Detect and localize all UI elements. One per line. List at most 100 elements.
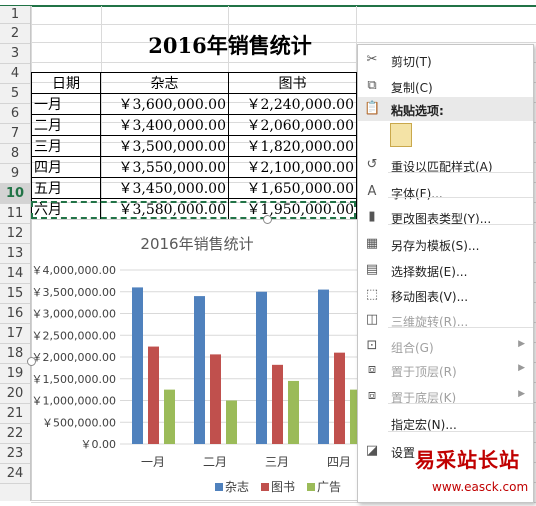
- send-back-icon: ⧈: [367, 388, 377, 403]
- cell-magazine[interactable]: ￥3,580,000.00: [100, 198, 229, 220]
- menu-separator: [388, 172, 533, 173]
- row-header-19[interactable]: 19: [0, 364, 30, 384]
- menu-item-settings[interactable]: ◪ 设置: [358, 439, 533, 463]
- menu-item-copy[interactable]: ⧉ 复制(C): [358, 74, 533, 98]
- row-headers: 1 2 3 4 5 6 7 8 9 10 11 12 13 14 15 16 17 18 19 20 21 22 23 24: [0, 6, 31, 501]
- menu-item-font[interactable]: A 字体(F)...: [358, 180, 533, 204]
- chart-svg[interactable]: 2016年销售统计 ￥4,000,000.00 ￥3,500,000.00 ￥3,00…: [32, 220, 362, 502]
- cell-month[interactable]: 一月: [31, 93, 101, 115]
- row-header-13[interactable]: 13: [0, 244, 30, 264]
- cell-month[interactable]: 三月: [31, 135, 101, 157]
- bring-front-icon: ⧈: [367, 362, 377, 377]
- paste-keep-formatting-icon[interactable]: [390, 123, 412, 147]
- bar-图书: [272, 364, 283, 444]
- cell-books[interactable]: ￥2,240,000.00: [228, 93, 357, 115]
- row-header-20[interactable]: 20: [0, 384, 30, 404]
- menu-item-template[interactable]: ▦ 另存为模板(S)...: [358, 232, 533, 256]
- row-header-10[interactable]: 10: [0, 184, 30, 204]
- row-header-7[interactable]: 7: [0, 124, 30, 144]
- menu-item-rotate-3d[interactable]: ◫ 三维旋转(R)...: [358, 308, 533, 332]
- cell-books[interactable]: ￥2,100,000.00: [228, 156, 357, 178]
- template-icon: ▦: [365, 236, 379, 251]
- menu-item-label: 更改图表类型(Y)...: [391, 212, 492, 226]
- grid-row-line: [31, 24, 536, 25]
- menu-item-macro[interactable]: 指定宏(N)...: [358, 411, 533, 435]
- macro-icon: [364, 415, 380, 431]
- y-tick-label: ￥0.00: [81, 438, 117, 451]
- row-header-18[interactable]: 18: [0, 344, 30, 364]
- cell-magazine[interactable]: ￥3,400,000.00: [100, 114, 229, 136]
- move-chart-icon: ⬚: [365, 287, 379, 302]
- row-header-15[interactable]: 15: [0, 284, 30, 304]
- chart-title: 2016年销售统计: [140, 235, 253, 253]
- header-books[interactable]: 图书: [228, 72, 357, 94]
- row-header-22[interactable]: 22: [0, 424, 30, 444]
- cell-month[interactable]: 五月: [31, 177, 101, 199]
- cell-books[interactable]: ￥2,060,000.00: [228, 114, 357, 136]
- row-header-6[interactable]: 6: [0, 104, 30, 124]
- row-header-23[interactable]: 23: [0, 444, 30, 464]
- header-magazine[interactable]: 杂志: [100, 72, 229, 94]
- cell-magazine[interactable]: ￥3,450,000.00: [100, 177, 229, 199]
- menu-separator: [388, 224, 533, 225]
- submenu-arrow-icon: ▶: [518, 339, 525, 349]
- table-row: 四月 ￥3,550,000.00 ￥2,100,000.00: [31, 156, 357, 178]
- cell-magazine[interactable]: ￥3,550,000.00: [100, 156, 229, 178]
- paste-icon: 📋: [364, 101, 381, 116]
- row-header-8[interactable]: 8: [0, 144, 30, 164]
- bar-广告: [350, 389, 361, 444]
- x-tick-label: 一月: [141, 455, 165, 469]
- select-data-icon: ▤: [365, 262, 379, 277]
- menu-item-select-data[interactable]: ▤ 选择数据(E)...: [358, 258, 533, 282]
- cell-magazine[interactable]: ￥3,500,000.00: [100, 135, 229, 157]
- menu-item-send-back[interactable]: ⧈ 置于底层(K) ▶: [358, 384, 533, 408]
- row-header-11[interactable]: 11: [0, 204, 30, 224]
- row-header-16[interactable]: 16: [0, 304, 30, 324]
- cell-month[interactable]: 二月: [31, 114, 101, 136]
- row-header-9[interactable]: 9: [0, 164, 30, 184]
- menu-item-group[interactable]: ⊡ 组合(G) ▶: [358, 334, 533, 358]
- x-tick-label: 二月: [203, 455, 227, 469]
- row-header-21[interactable]: 21: [0, 404, 30, 424]
- menu-separator: [388, 403, 533, 404]
- table-header-row: 日期 杂志 图书: [31, 72, 357, 94]
- bar-杂志: [256, 291, 267, 444]
- menu-item-label: 置于底层(K): [391, 391, 457, 405]
- submenu-arrow-icon: ▶: [518, 363, 525, 373]
- table-row: 二月 ￥3,400,000.00 ￥2,060,000.00: [31, 114, 357, 136]
- legend-label: 杂志: [225, 480, 249, 494]
- chart-resize-handle-left[interactable]: [27, 357, 36, 366]
- menu-item-scissors[interactable]: ✂ 剪切(T): [358, 48, 533, 72]
- row-header-14[interactable]: 14: [0, 264, 30, 284]
- sheet-title[interactable]: 2016年销售统计: [148, 33, 312, 58]
- cell-magazine[interactable]: ￥3,600,000.00: [100, 93, 229, 115]
- font-icon: A: [367, 184, 377, 199]
- submenu-arrow-icon: ▶: [518, 389, 525, 399]
- legend-swatch: [307, 483, 315, 491]
- cell-books[interactable]: ￥1,820,000.00: [228, 135, 357, 157]
- bar-广告: [288, 380, 299, 444]
- cell-month[interactable]: 四月: [31, 156, 101, 178]
- row-header-17[interactable]: 17: [0, 324, 30, 344]
- menu-item-label: 粘贴选项:: [391, 104, 444, 118]
- row-header-4[interactable]: 4: [0, 64, 30, 84]
- y-tick-label: ￥2,500,000.00: [32, 329, 116, 342]
- row-header-12[interactable]: 12: [0, 224, 30, 244]
- menu-item-chart-type[interactable]: ▮ 更改图表类型(Y)...: [358, 205, 533, 229]
- cell-books[interactable]: ￥1,650,000.00: [228, 177, 357, 199]
- sales-chart[interactable]: 2016年销售统计 ￥4,000,000.00 ￥3,500,000.00 ￥3,00…: [31, 219, 362, 502]
- reset-style-icon: ↺: [366, 157, 378, 172]
- grid-row-line: [31, 42, 536, 43]
- chart-resize-handle-top[interactable]: [263, 215, 272, 224]
- menu-item-bring-front[interactable]: ⧈ 置于顶层(R) ▶: [358, 358, 533, 382]
- row-header-3[interactable]: 3: [0, 44, 30, 64]
- row-header-5[interactable]: 5: [0, 84, 30, 104]
- row-header-24[interactable]: 24: [0, 464, 30, 484]
- header-date[interactable]: 日期: [31, 72, 101, 94]
- row-header-1[interactable]: 1: [0, 6, 30, 24]
- menu-item-reset-style[interactable]: ↺ 重设以匹配样式(A): [358, 153, 533, 177]
- menu-item-move-chart[interactable]: ⬚ 移动图表(V)...: [358, 283, 533, 307]
- legend-label: 广告: [317, 480, 341, 494]
- row-header-2[interactable]: 2: [0, 24, 30, 44]
- menu-item-label: 复制(C): [391, 81, 433, 95]
